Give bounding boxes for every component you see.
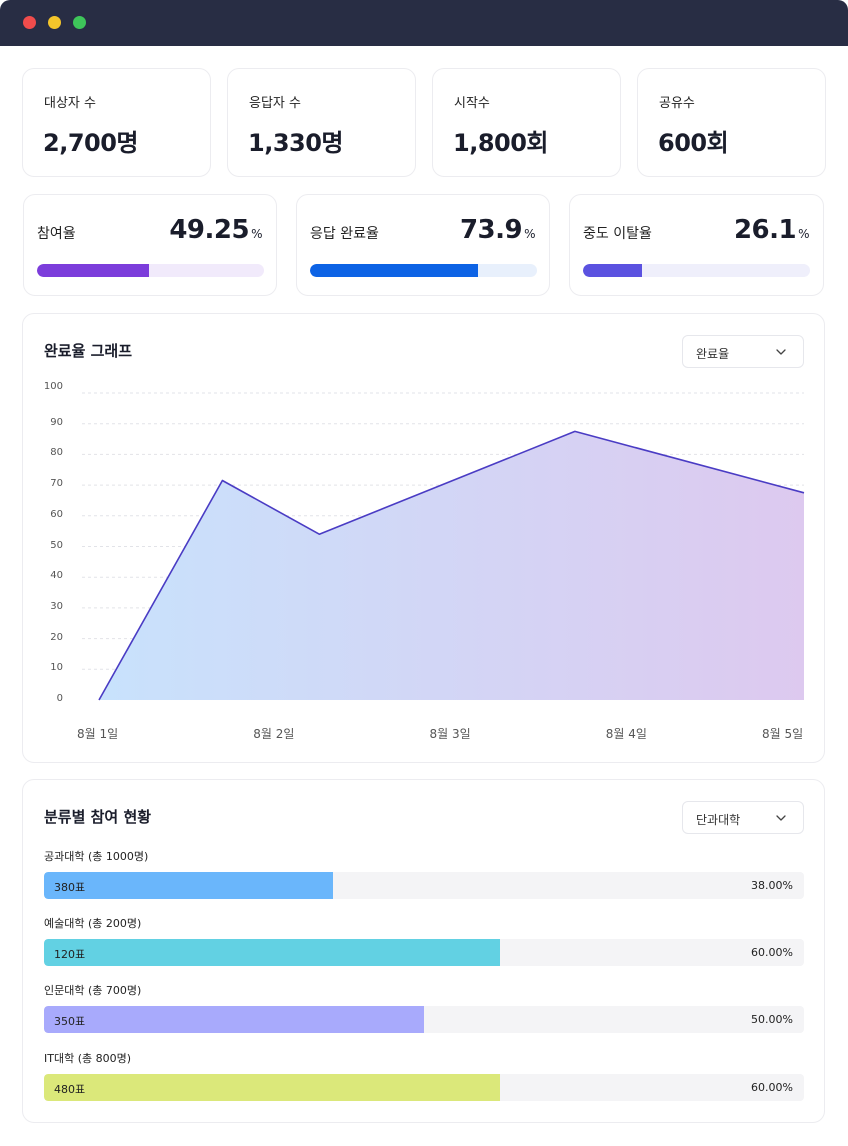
x-tick-label: 8월 2일 (253, 727, 295, 741)
rate-progress-fill (583, 264, 643, 277)
x-tick-label: 8월 4일 (605, 727, 647, 741)
completion-metric-select[interactable]: 완료율 (682, 335, 804, 368)
y-tick-label: 60 (50, 508, 63, 520)
category-percent: 38.00% (751, 879, 793, 892)
participation-card: 분류별 참여 현황 단과대학 공과대학 (총 1000명) 380표 38.00… (22, 779, 825, 1123)
stat-value: 1,330명 (248, 129, 344, 157)
y-tick-label: 10 (50, 662, 63, 674)
category-bar-fill (44, 1074, 500, 1101)
rate-label: 참여율 (37, 226, 76, 242)
completion-chart-title: 완료율 그래프 (44, 342, 133, 360)
minimize-window-button[interactable] (48, 16, 61, 29)
rate-card-completion: 응답 완료율 73.9% (296, 194, 550, 296)
rate-progress-fill (37, 264, 149, 277)
close-window-button[interactable] (23, 16, 36, 29)
completion-chart-card: 완료율 그래프 완료율 100 90 80 70 60 50 40 30 20 10 0 8월 1일… (22, 313, 825, 763)
rate-progress-fill (310, 264, 478, 277)
y-tick-label: 70 (50, 478, 63, 490)
stat-card-starts: 시작수 1,800회 (432, 68, 621, 177)
y-tick-label: 90 (50, 416, 63, 428)
chevron-down-icon (776, 815, 786, 821)
y-tick-label: 20 (50, 631, 63, 643)
category-label: IT대학 (총 800명) (44, 1052, 132, 1065)
stat-value: 2,700명 (43, 129, 139, 157)
category-votes: 120표 (54, 948, 86, 961)
rate-card-participation: 참여율 49.25% (23, 194, 277, 296)
category-bar: 380표 38.00% (44, 872, 804, 899)
stat-label: 시작수 (454, 96, 490, 111)
category-votes: 380표 (54, 881, 86, 894)
category-bar-fill (44, 1006, 424, 1033)
y-tick-label: 30 (50, 600, 63, 612)
stat-value: 600회 (658, 129, 729, 157)
rate-card-dropout: 중도 이탈율 26.1% (569, 194, 824, 296)
y-tick-label: 80 (50, 447, 63, 459)
stat-label: 공유수 (659, 96, 695, 111)
rate-label: 중도 이탈율 (583, 226, 652, 242)
y-tick-label: 50 (50, 539, 63, 551)
category-label: 예술대학 (총 200명) (44, 917, 142, 930)
category-label: 공과대학 (총 1000명) (44, 850, 149, 863)
window-titlebar (0, 0, 848, 46)
y-tick-label: 40 (50, 570, 63, 582)
x-tick-label: 8월 5일 (762, 727, 804, 741)
rate-progress-track (310, 264, 537, 277)
select-value: 단과대학 (696, 813, 741, 827)
rate-value: 49.25% (169, 215, 262, 245)
x-tick-label: 8월 1일 (77, 727, 119, 741)
maximize-window-button[interactable] (73, 16, 86, 29)
category-bar: 350표 50.00% (44, 1006, 804, 1033)
category-votes: 350표 (54, 1015, 86, 1028)
participation-title: 분류별 참여 현황 (44, 808, 152, 826)
category-bar: 120표 60.00% (44, 939, 804, 966)
stat-value: 1,800회 (453, 129, 549, 157)
stat-label: 대상자 수 (44, 96, 96, 111)
category-bar-fill (44, 872, 333, 899)
category-votes: 480표 (54, 1083, 86, 1096)
stat-label: 응답자 수 (249, 96, 301, 111)
rate-label: 응답 완료율 (310, 226, 379, 242)
completion-line (98, 430, 805, 701)
y-tick-label: 100 (43, 381, 63, 392)
completion-area-chart (82, 392, 805, 701)
rate-progress-track (37, 264, 264, 277)
category-bar: 480표 60.00% (44, 1074, 804, 1101)
category-percent: 60.00% (751, 946, 793, 959)
stat-card-targets: 대상자 수 2,700명 (22, 68, 211, 177)
rate-value: 73.9% (459, 215, 536, 245)
select-value: 완료율 (696, 347, 730, 361)
category-bar-fill (44, 939, 500, 966)
y-tick-label: 0 (56, 693, 63, 704)
chevron-down-icon (776, 349, 786, 355)
rate-progress-track (583, 264, 810, 277)
stat-card-respondents: 응답자 수 1,330명 (227, 68, 416, 177)
category-percent: 50.00% (751, 1013, 793, 1026)
completion-area (99, 431, 804, 700)
category-label: 인문대학 (총 700명) (44, 984, 142, 997)
category-percent: 60.00% (751, 1081, 793, 1094)
rate-value: 26.1% (733, 215, 810, 245)
stat-card-shares: 공유수 600회 (637, 68, 826, 177)
x-tick-label: 8월 3일 (429, 727, 471, 741)
college-filter-select[interactable]: 단과대학 (682, 801, 804, 834)
